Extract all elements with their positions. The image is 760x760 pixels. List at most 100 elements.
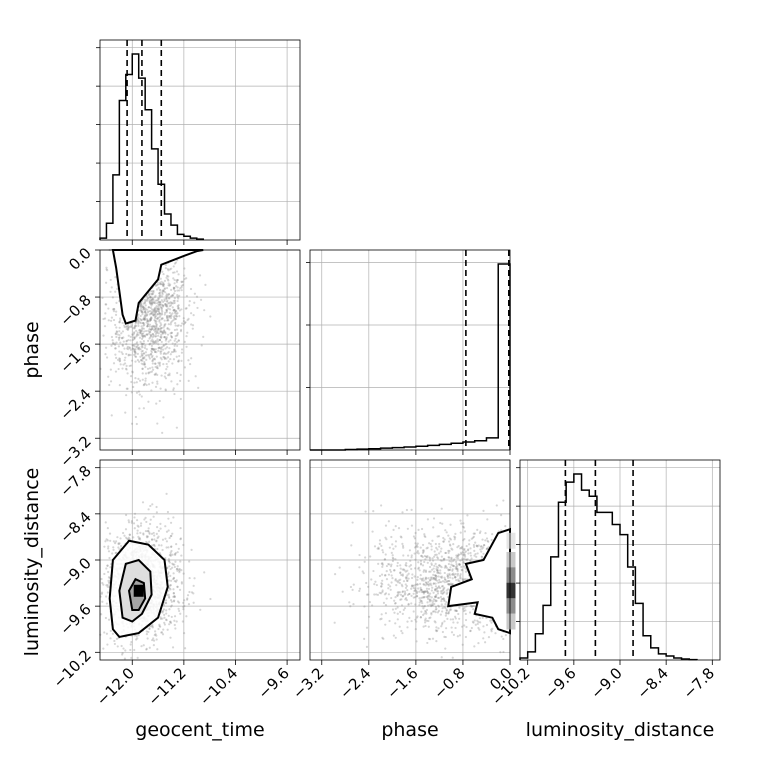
scatter-point <box>394 596 397 599</box>
scatter-point <box>186 594 190 597</box>
scatter-point <box>429 582 432 585</box>
scatter-point <box>125 347 129 350</box>
scatter-point <box>460 565 463 569</box>
scatter-point <box>167 314 171 318</box>
scatter-point <box>150 356 154 359</box>
scatter-point <box>151 347 154 350</box>
scatter-point <box>145 536 149 539</box>
scatter-point <box>175 315 178 318</box>
scatter-point <box>180 280 184 284</box>
scatter-point <box>161 346 164 349</box>
scatter-point <box>144 377 147 380</box>
scatter-point <box>111 632 115 635</box>
scatter-point <box>385 597 388 600</box>
scatter-point <box>118 336 121 339</box>
scatter-point <box>426 555 429 558</box>
scatter-point <box>174 261 178 264</box>
scatter-point <box>164 267 167 270</box>
scatter-point <box>180 289 183 292</box>
scatter-point <box>140 330 143 333</box>
scatter-point <box>446 573 449 576</box>
scatter-point <box>167 269 170 272</box>
scatter-point <box>139 332 143 335</box>
scatter-point <box>190 591 194 594</box>
scatter-point <box>174 314 177 317</box>
scatter-point <box>435 599 438 603</box>
scatter-point <box>140 307 143 310</box>
scatter-point <box>149 290 153 293</box>
scatter-point <box>436 566 440 569</box>
scatter-point <box>158 623 161 626</box>
scatter-point <box>134 377 137 380</box>
scatter-point <box>400 573 403 577</box>
scatter-point <box>155 511 158 514</box>
scatter-point <box>478 531 482 535</box>
scatter-point <box>177 273 180 276</box>
scatter-point <box>165 316 169 319</box>
scatter-point <box>185 335 188 338</box>
scatter-point <box>145 540 148 544</box>
scatter-point <box>192 584 195 587</box>
scatter-point <box>155 320 158 323</box>
scatter-point <box>137 322 140 325</box>
scatter-point <box>165 618 168 622</box>
scatter-point <box>159 282 162 286</box>
scatter-point <box>175 340 179 344</box>
scatter-point <box>456 567 459 570</box>
scatter-point <box>471 604 475 608</box>
scatter-point <box>162 610 165 613</box>
scatter-point <box>408 616 411 619</box>
scatter-point <box>402 568 405 571</box>
scatter-point <box>486 518 489 521</box>
scatter-point <box>106 643 109 646</box>
scatter-point <box>442 559 445 562</box>
scatter-point <box>414 567 417 570</box>
scatter-point <box>453 609 457 612</box>
scatter-point <box>387 593 390 596</box>
scatter-point <box>414 587 417 590</box>
scatter-point <box>396 561 399 565</box>
scatter-point <box>162 416 165 419</box>
scatter-point <box>195 295 199 298</box>
scatter-point <box>459 577 462 580</box>
scatter-point <box>166 327 169 330</box>
scatter-point <box>105 281 108 284</box>
scatter-point <box>422 590 425 594</box>
scatter-point <box>469 554 473 557</box>
scatter-point <box>142 308 145 311</box>
scatter-point <box>168 311 171 314</box>
scatter-point <box>162 272 165 276</box>
scatter-point <box>381 579 384 582</box>
scatter-point <box>365 626 369 629</box>
scatter-point <box>441 592 444 595</box>
scatter-point <box>475 544 478 547</box>
scatter-point <box>173 328 177 332</box>
scatter-point <box>185 307 188 310</box>
scatter-point <box>139 322 143 325</box>
scatter-point <box>115 335 118 339</box>
scatter-point <box>178 289 181 292</box>
scatter-point <box>460 568 463 571</box>
scatter-point <box>167 579 170 582</box>
scatter-point <box>149 312 153 315</box>
scatter-point <box>164 377 168 380</box>
scatter-point <box>147 310 150 313</box>
scatter-point <box>160 358 163 361</box>
scatter-point <box>170 331 173 334</box>
scatter-point <box>115 326 118 329</box>
scatter-point <box>155 355 158 358</box>
scatter-point <box>432 582 436 585</box>
scatter-point <box>152 342 155 345</box>
scatter-point <box>163 324 166 328</box>
scatter-point <box>191 327 194 330</box>
scatter-point <box>154 332 157 335</box>
panel-phase-vs-luminosity-distance: −3.2 −2.4 −1.6 −0.8 0.0 <box>289 459 516 703</box>
density-cell <box>506 532 516 549</box>
scatter-point <box>179 328 183 331</box>
scatter-point <box>460 522 463 525</box>
scatter-point <box>173 595 176 598</box>
scatter-point <box>160 327 163 330</box>
scatter-point <box>434 608 437 611</box>
scatter-point <box>443 566 446 569</box>
scatter-point <box>167 307 170 310</box>
